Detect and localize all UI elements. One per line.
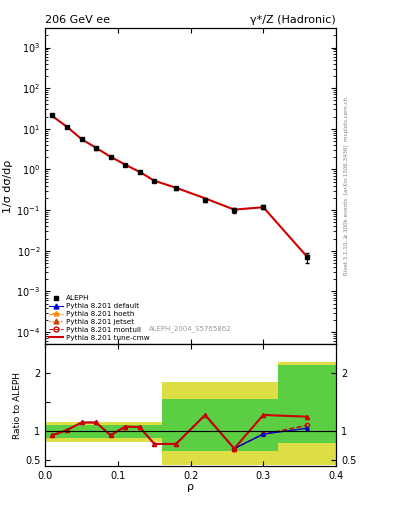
Y-axis label: Rivet 3.1.10, ≥ 300k events  [arXiv:1306.3436]  mcplots.cern.ch: Rivet 3.1.10, ≥ 300k events [arXiv:1306.… xyxy=(343,97,349,275)
Legend: ALEPH, Pythia 8.201 default, Pythia 8.201 hoeth, Pythia 8.201 jetset, Pythia 8.2: ALEPH, Pythia 8.201 default, Pythia 8.20… xyxy=(49,295,150,340)
X-axis label: ρ: ρ xyxy=(187,482,194,492)
Y-axis label: Ratio to ALEPH: Ratio to ALEPH xyxy=(13,372,22,439)
Text: γ*/Z (Hadronic): γ*/Z (Hadronic) xyxy=(250,15,336,25)
Y-axis label: 1/σ dσ/dρ: 1/σ dσ/dρ xyxy=(4,160,13,213)
Text: ALEPH_2004_S5765862: ALEPH_2004_S5765862 xyxy=(149,325,232,332)
Text: 206 GeV ee: 206 GeV ee xyxy=(45,15,110,25)
